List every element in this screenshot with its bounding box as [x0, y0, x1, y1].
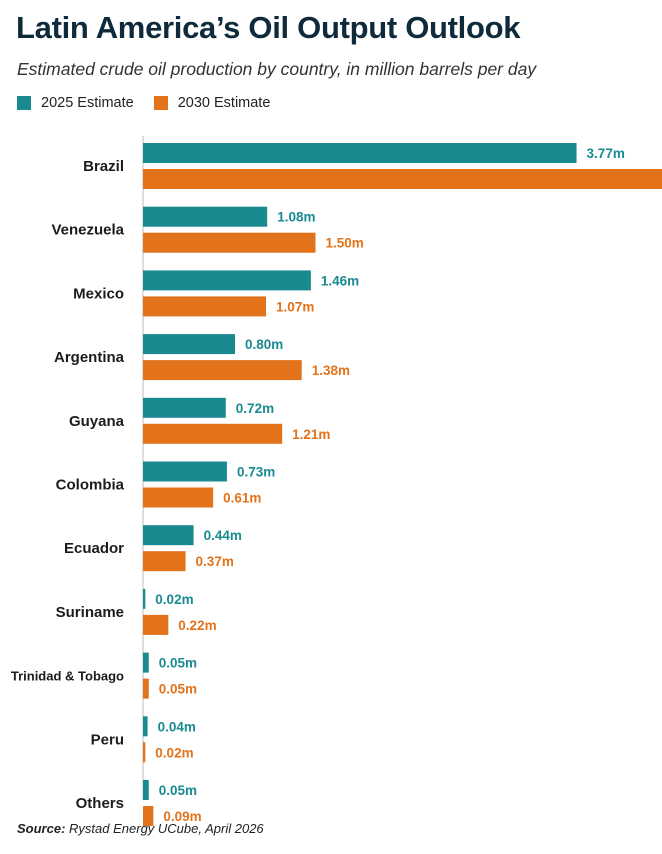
data-label-2025: 0.73m — [237, 465, 275, 480]
bar-2025 — [143, 780, 149, 800]
category-label: Guyana — [69, 413, 125, 430]
bar-2030 — [143, 551, 186, 572]
bar-2030 — [143, 360, 302, 381]
data-label-2030: 0.02m — [155, 745, 193, 760]
bar-2030 — [143, 678, 149, 699]
legend: 2025 Estimate 2030 Estimate — [17, 95, 270, 111]
data-label-2030: 0.37m — [196, 554, 234, 569]
data-label-2025: 0.72m — [236, 401, 274, 416]
data-label-2030: 1.21m — [292, 427, 330, 442]
category-label: Trinidad & Tobago — [11, 669, 124, 684]
data-label-2030: 1.38m — [312, 363, 350, 378]
source-note: Source: Rystad Energy UCube, April 2026 — [17, 821, 264, 836]
bar-2030 — [143, 806, 154, 826]
bar-2025 — [143, 716, 148, 737]
data-label-2025: 0.80m — [245, 337, 283, 352]
bar-2025 — [143, 652, 149, 673]
legend-label-2030: 2030 Estimate — [177, 95, 271, 111]
data-label-2025: 0.05m — [159, 656, 197, 671]
source-key: Source: — [17, 821, 66, 836]
bar-2025 — [143, 206, 268, 227]
category-label: Ecuador — [64, 540, 124, 557]
source-text: Rystad Energy UCube, April 2026 — [69, 821, 264, 836]
category-label: Suriname — [56, 604, 124, 621]
data-label-2025: 0.04m — [158, 719, 196, 734]
data-label-2030: 1.50m — [326, 236, 364, 251]
data-label-2030: 0.61m — [223, 491, 261, 506]
chart-subtitle: Estimated crude oil production by countr… — [17, 59, 537, 79]
bar-2025 — [143, 461, 227, 482]
legend-swatch-2025 — [17, 96, 31, 110]
chart-title: Latin America’s Oil Output Outlook — [16, 10, 521, 45]
bar-2025 — [143, 334, 235, 355]
legend-swatch-2030 — [153, 96, 168, 110]
bar-2030 — [143, 296, 267, 317]
bar-2030 — [143, 169, 662, 189]
legend-item-2025: 2025 Estimate — [17, 95, 134, 111]
bar-2025 — [143, 397, 226, 418]
bar-2030 — [143, 487, 214, 508]
bar-2030 — [143, 232, 316, 253]
bar-2025 — [143, 270, 311, 291]
legend-label-2025: 2025 Estimate — [41, 95, 134, 111]
data-label-2030: 0.09m — [163, 809, 201, 824]
bar-2025 — [143, 588, 146, 609]
data-label-2025: 0.02m — [155, 592, 193, 607]
data-label-2025: 0.05m — [159, 783, 197, 798]
bar-2025 — [143, 143, 577, 163]
category-label: Venezuela — [51, 222, 124, 239]
data-label-2025: 1.46m — [321, 273, 359, 288]
bar-2030 — [143, 614, 169, 635]
category-label: Colombia — [56, 477, 125, 494]
data-label-2030: 1.07m — [276, 299, 314, 314]
data-label-2030: 0.05m — [159, 682, 197, 697]
category-label: Mexico — [73, 285, 124, 302]
category-label: Peru — [91, 731, 124, 748]
category-label: Argentina — [54, 349, 125, 366]
data-label-2025: 3.77m — [587, 146, 625, 161]
bar-2030 — [143, 423, 283, 444]
data-label-2025: 0.44m — [204, 528, 242, 543]
legend-item-2030: 2030 Estimate — [153, 95, 271, 111]
category-label: Others — [76, 795, 124, 812]
bar-2025 — [143, 525, 194, 546]
bar-2030 — [143, 742, 146, 763]
data-label-2025: 1.08m — [277, 210, 315, 225]
data-label-2030: 0.22m — [178, 618, 216, 633]
category-label: Brazil — [83, 158, 124, 175]
